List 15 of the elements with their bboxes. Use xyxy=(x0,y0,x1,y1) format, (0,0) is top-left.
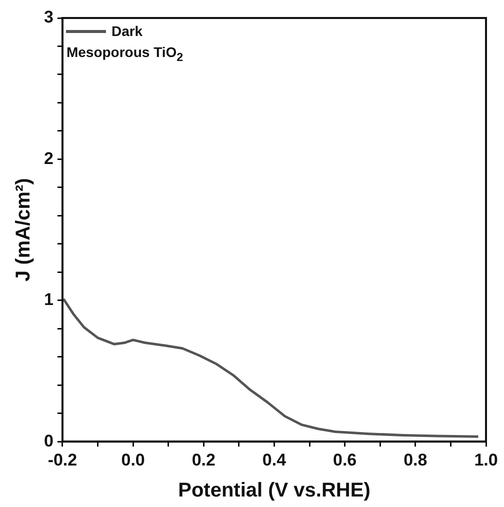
x-tick-label: 0.4 xyxy=(262,450,287,470)
y-tick-label: 0 xyxy=(44,431,54,450)
x-tick-label: 0.2 xyxy=(192,450,216,470)
x-axis-title: Potential (V vs.RHE) xyxy=(178,480,370,502)
x-tick-label: 0.8 xyxy=(404,450,428,470)
x-tick-label: -0.2 xyxy=(48,450,78,470)
y-axis-title: J (mA/cm²) xyxy=(12,178,35,282)
x-tick-label: 0.0 xyxy=(121,450,145,470)
x-tick-label: 1.0 xyxy=(474,450,498,470)
y-tick-label: 3 xyxy=(44,8,54,27)
annotation: Mesoporous TiO$_{2}$ xyxy=(66,44,184,64)
y-tick-label: 2 xyxy=(44,148,54,168)
y-tick-label: 1 xyxy=(44,290,54,310)
x-tick-label: 0.6 xyxy=(333,450,357,470)
legend-label: Dark xyxy=(111,23,143,39)
